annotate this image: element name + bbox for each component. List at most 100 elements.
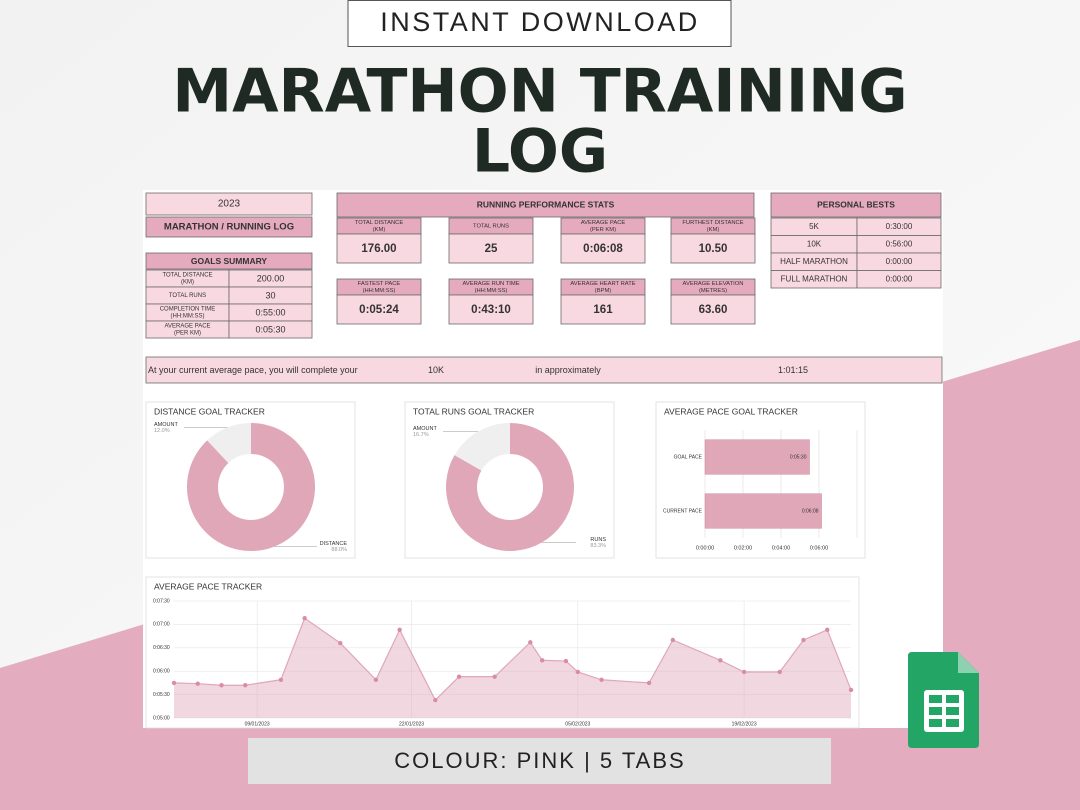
slice-value: 83.3% (590, 543, 606, 549)
best-value: 0:00:00 (886, 275, 913, 284)
stat-value: 0:05:24 (359, 304, 399, 316)
stat-label: TOTAL RUNS (473, 224, 509, 230)
stat-label: TOTAL DISTANCE (355, 220, 404, 226)
bests-title-cell (770, 192, 942, 218)
stat-value-cell (336, 233, 422, 264)
year: 2023 (218, 199, 241, 210)
y-tick-label: 0:05:00 (153, 715, 170, 721)
pie-slice (454, 423, 510, 471)
stat-value: 0:43:10 (471, 304, 511, 316)
goal-label: (PER KM) (174, 331, 201, 337)
x-tick-label: 0:04:00 (772, 545, 790, 551)
pie-slice (207, 423, 251, 463)
icon-cell (946, 695, 959, 703)
footer-text: COLOUR: PINK | 5 TABS (394, 748, 685, 773)
log-title-cell (145, 216, 313, 238)
point (195, 681, 200, 686)
x-tick-label: 05/02/2023 (565, 721, 590, 727)
point (278, 677, 284, 682)
stat-value-cell (448, 233, 534, 264)
projection-text: At your current average pace, you will c… (148, 365, 358, 375)
point (243, 683, 248, 688)
best-label: 5K (809, 222, 819, 231)
x-tick-label: 22/01/2023 (399, 721, 424, 727)
title-line: MARATHON TRAINING (172, 57, 907, 127)
icon-cell (929, 719, 942, 727)
point (528, 640, 533, 645)
goal-label: TOTAL RUNS (169, 293, 206, 299)
point (433, 697, 438, 703)
projection-text: in approximately (535, 365, 601, 375)
slice-label: AMOUNT (154, 422, 178, 428)
x-tick-label: 0:06:00 (810, 545, 828, 551)
y-tick-label: 0:07:30 (153, 598, 170, 604)
slice-value: 16.7% (413, 432, 429, 438)
x-tick-label: 0:02:00 (734, 545, 752, 551)
stat-label: (HH:MM:SS) (475, 288, 508, 294)
title-line: LOG (472, 117, 608, 187)
bar (704, 493, 822, 529)
stat-value-cell (560, 233, 646, 264)
point (397, 627, 402, 633)
goal-label: (KM) (181, 280, 194, 286)
bar (704, 439, 810, 475)
year-cell (145, 192, 313, 216)
point (302, 615, 307, 621)
slice-label: DISTANCE (320, 541, 348, 547)
point (825, 627, 830, 633)
point (171, 680, 177, 686)
icon-fold (958, 652, 979, 673)
stat-label: (METRES) (699, 288, 727, 294)
y-tick-label: 0:06:30 (153, 645, 170, 651)
best-value: 0:30:00 (886, 222, 913, 231)
sheets-icon (908, 652, 979, 748)
banner-text: INSTANT DOWNLOAD (380, 7, 700, 37)
stat-value: 0:06:08 (583, 243, 623, 255)
y-tick-label: 0:05:30 (153, 692, 170, 698)
chart-frame (145, 576, 860, 729)
slice-value: 12.0% (154, 428, 170, 434)
stats-title: RUNNING PERFORMANCE STATS (477, 199, 615, 209)
stat-value: 10.50 (699, 243, 728, 255)
slice-label: RUNS (590, 537, 606, 543)
best-label: FULL MARATHON (781, 275, 848, 284)
banner-box (347, 0, 732, 47)
point (373, 677, 379, 682)
stat-value: 161 (593, 304, 613, 316)
icon-cell (929, 707, 942, 715)
y-tick-label: 0:06:00 (153, 669, 170, 675)
x-tick-label: 19/02/2023 (732, 721, 757, 727)
footer-box (248, 738, 831, 784)
stat-label: (PER KM) (590, 227, 616, 233)
chart-frame (655, 401, 866, 559)
point (599, 677, 604, 682)
stat-value: 176.00 (361, 243, 396, 255)
goal-label: COMPLETION TIME (160, 307, 216, 313)
stat-label: AVERAGE RUN TIME (462, 281, 519, 287)
point (539, 658, 545, 663)
goal-value: 30 (265, 290, 275, 300)
stat-label: FURTHEST DISTANCE (682, 220, 743, 226)
stat-value-cell (670, 294, 756, 325)
stat-label: AVERAGE PACE (581, 220, 626, 226)
y-tick-label: GOAL PACE (674, 454, 703, 460)
goal-value: 200.00 (257, 273, 285, 283)
point (741, 669, 747, 675)
point (219, 683, 224, 688)
x-tick-label: 09/01/2023 (245, 721, 270, 727)
chart-title: DISTANCE GOAL TRACKER (154, 406, 265, 416)
goal-value: 0:55:00 (255, 307, 285, 317)
stat-value-cell (560, 294, 646, 325)
goals-title: GOALS SUMMARY (191, 256, 268, 266)
best-value-cell (856, 270, 942, 289)
stat-label: (BPM) (595, 288, 611, 294)
goal-label: (HH:MM:SS) (171, 314, 205, 320)
point (718, 658, 723, 663)
bests-title: PERSONAL BESTS (817, 199, 895, 209)
stat-value-cell (670, 233, 756, 264)
icon-cell (946, 719, 959, 727)
pie-slice (186, 423, 315, 551)
bar-value-label: 0:05:30 (790, 454, 807, 460)
stat-value-cell (448, 294, 534, 325)
